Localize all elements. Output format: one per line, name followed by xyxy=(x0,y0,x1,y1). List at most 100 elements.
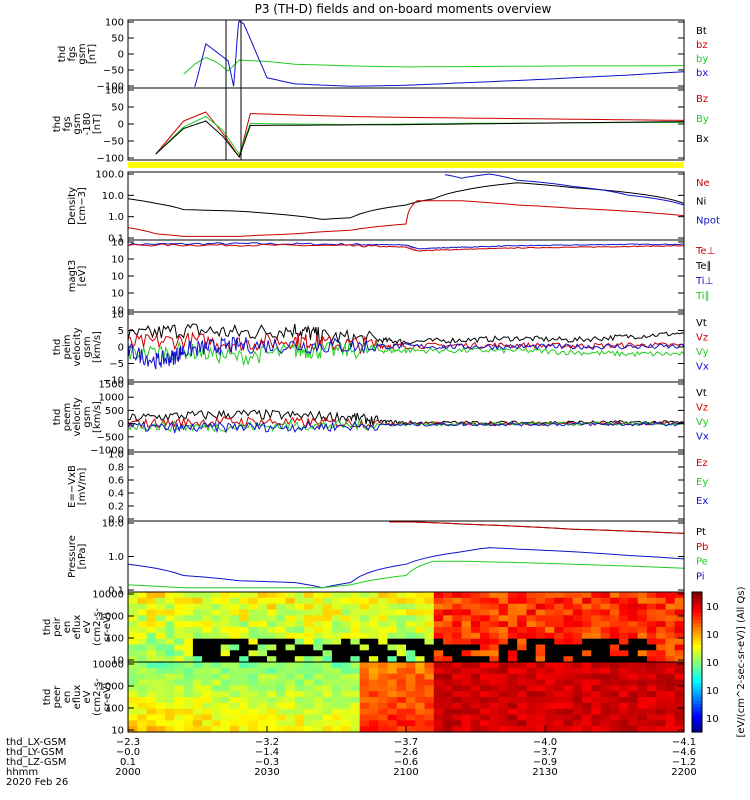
spectrogram-cell xyxy=(174,702,185,710)
spectrogram-cell xyxy=(396,679,407,686)
spectrogram-cell xyxy=(137,685,148,692)
y-axis-label: magt3[eV] xyxy=(67,260,88,293)
y-axis-label-line: peim xyxy=(62,334,73,359)
spectrogram-cell xyxy=(165,615,175,622)
colorbar-swatch xyxy=(692,599,702,604)
spectrogram-cell xyxy=(526,592,537,599)
legend-entry: bz xyxy=(696,40,708,51)
spectrogram-cell xyxy=(656,662,667,669)
spectrogram-cell xyxy=(628,656,639,663)
spectrogram-cell xyxy=(517,638,528,646)
spectrogram-cell xyxy=(387,627,398,634)
colorbar-swatch xyxy=(692,700,702,705)
spectrogram-cell xyxy=(322,597,333,605)
spectrogram-cell xyxy=(526,691,537,698)
spectrogram-cell xyxy=(239,667,250,675)
spectrogram-cell xyxy=(461,662,472,669)
spectrogram-cell xyxy=(146,627,157,634)
spectrogram-cell xyxy=(563,632,574,640)
legend-entry: Te⊥ xyxy=(695,246,715,257)
spectrogram-cell xyxy=(498,632,509,640)
y-axis-label-line: peem xyxy=(62,403,73,431)
spectrogram-cell xyxy=(341,603,351,611)
spectrogram-cell xyxy=(628,603,639,611)
spectrogram-cell xyxy=(257,615,268,622)
spectrogram-cell xyxy=(294,632,305,640)
spectrogram-cell xyxy=(665,679,676,686)
spectrogram-cell xyxy=(470,726,481,733)
spectrogram-cell xyxy=(600,714,611,721)
y-axis-label-line: E=−VxB xyxy=(67,465,78,508)
spectrogram-cell xyxy=(276,597,287,605)
spectrogram-cell xyxy=(646,632,657,640)
spectrogram-cell xyxy=(174,609,185,616)
spectrogram-cell xyxy=(526,627,537,634)
spectrogram-cell xyxy=(285,691,296,698)
spectrogram-cell xyxy=(517,609,528,616)
spectrogram-cell xyxy=(424,726,435,733)
spectrogram-cell xyxy=(202,667,212,675)
spectrogram-cell xyxy=(211,679,222,686)
spectrogram-cell xyxy=(229,609,240,616)
spectrogram-cell xyxy=(211,609,222,616)
spectrogram-cell xyxy=(563,726,574,733)
spectrogram-cell xyxy=(406,679,416,686)
spectrogram-cell xyxy=(424,632,435,640)
spectrogram-cell xyxy=(155,615,166,622)
spectrogram-cell xyxy=(628,650,639,657)
spectrogram-cell xyxy=(470,632,481,640)
legend-entry: Bt xyxy=(696,26,707,37)
legend-entry: Npot xyxy=(696,215,720,226)
ytick-label: 1000 xyxy=(99,612,124,623)
spectrogram-cell xyxy=(609,603,620,611)
spectrogram-cell xyxy=(489,708,500,716)
colorbar-swatch xyxy=(692,644,702,649)
spectrogram-cell xyxy=(489,714,500,721)
spectrogram-cell xyxy=(368,609,379,616)
spectrogram-cell xyxy=(257,644,268,651)
spectrogram-cell xyxy=(415,702,426,710)
spectrogram-cell xyxy=(341,673,351,681)
spectrogram-cell xyxy=(128,673,138,681)
spectrogram-cell xyxy=(220,714,231,721)
spectrogram-cell xyxy=(609,609,620,616)
spectrogram-cell xyxy=(433,662,444,669)
spectrogram-cell xyxy=(276,603,287,611)
spectrogram-cell xyxy=(656,638,667,646)
spectrogram-cell xyxy=(656,627,667,634)
spectrogram-cell xyxy=(498,615,509,622)
spectrogram-cell xyxy=(507,638,518,646)
spectrogram-cell xyxy=(545,685,555,692)
spectrogram-cell xyxy=(674,609,685,616)
spectrogram-cell xyxy=(628,667,639,675)
spectrogram-cell xyxy=(572,638,583,646)
spectrogram-cell xyxy=(331,726,342,733)
spectrogram-cell xyxy=(582,702,592,710)
spectrogram-cell xyxy=(322,632,333,640)
spectrogram-cell xyxy=(535,656,546,663)
spectrogram-cell xyxy=(461,644,472,651)
spectrogram-cell xyxy=(137,662,148,669)
spectrogram-cell xyxy=(489,609,500,616)
footer-value: −4.6 xyxy=(672,747,696,758)
ytick-label: 0.0 xyxy=(108,515,124,526)
spectrogram-cell xyxy=(535,708,546,716)
spectrogram-cell xyxy=(480,632,490,640)
spectrogram-cell xyxy=(378,603,389,611)
spectrogram-cell xyxy=(257,679,268,686)
spectrogram-cell xyxy=(304,726,314,733)
spectrogram-cell xyxy=(656,685,667,692)
y-axis-label-line: en xyxy=(62,691,73,704)
spectrogram-cell xyxy=(489,650,500,657)
y-axis-label-line: sr-eV) xyxy=(102,612,113,641)
spectrogram-cell xyxy=(526,662,537,669)
spectrogram-cell xyxy=(582,685,592,692)
spectrogram-cell xyxy=(461,615,472,622)
spectrogram-cell xyxy=(452,673,463,681)
spectrogram-cell xyxy=(155,667,166,675)
spectrogram-cell xyxy=(619,609,629,616)
spectrogram-cell xyxy=(656,702,667,710)
spectrogram-cell xyxy=(628,638,639,646)
spectrogram-cell xyxy=(350,720,361,727)
spectrogram-cell xyxy=(192,726,203,733)
